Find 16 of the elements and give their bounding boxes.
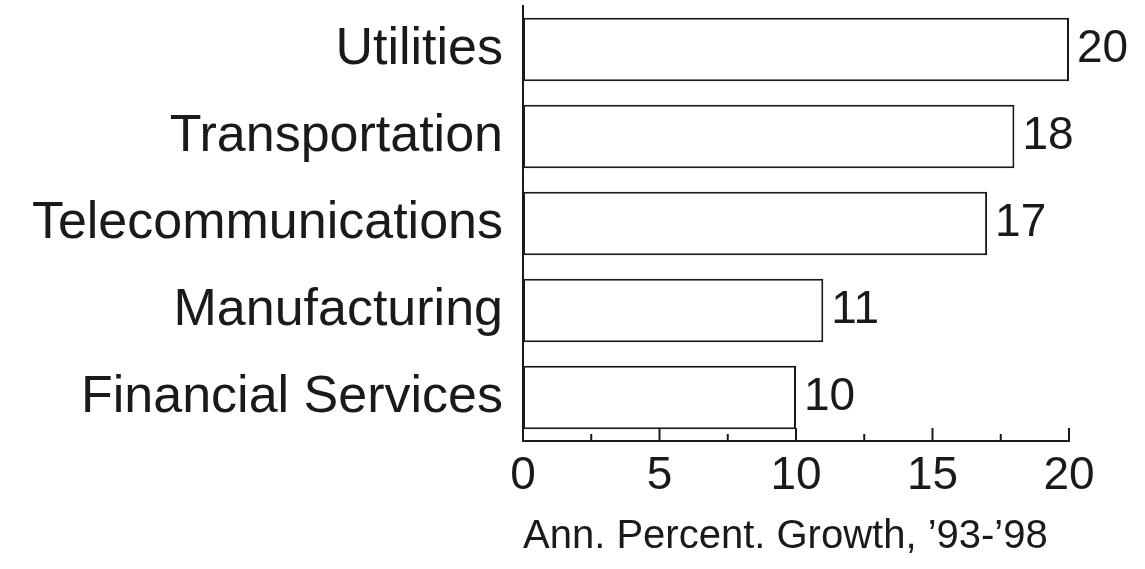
x-tick-label: 5 <box>646 447 673 500</box>
y-tick-label: Manufacturing <box>173 277 503 336</box>
data-label: 11 <box>831 281 880 334</box>
x-tick-label: 20 <box>1043 447 1095 500</box>
y-tick-label: Transportation <box>169 103 503 162</box>
x-tick-label: 10 <box>770 447 822 500</box>
data-label: 18 <box>1022 107 1074 160</box>
data-label: 20 <box>1077 20 1129 73</box>
y-tick-label: Telecommunications <box>31 190 503 249</box>
x-axis-title: Ann. Percent. Growth, ’93-’98 <box>523 512 1048 557</box>
data-label: 17 <box>995 194 1047 247</box>
x-tick-label: 0 <box>510 447 536 500</box>
y-tick-label: Financial Services <box>81 364 503 423</box>
x-tick-label: 15 <box>906 447 959 500</box>
data-label: 10 <box>804 368 856 421</box>
y-tick-label: Utilities <box>335 16 503 75</box>
